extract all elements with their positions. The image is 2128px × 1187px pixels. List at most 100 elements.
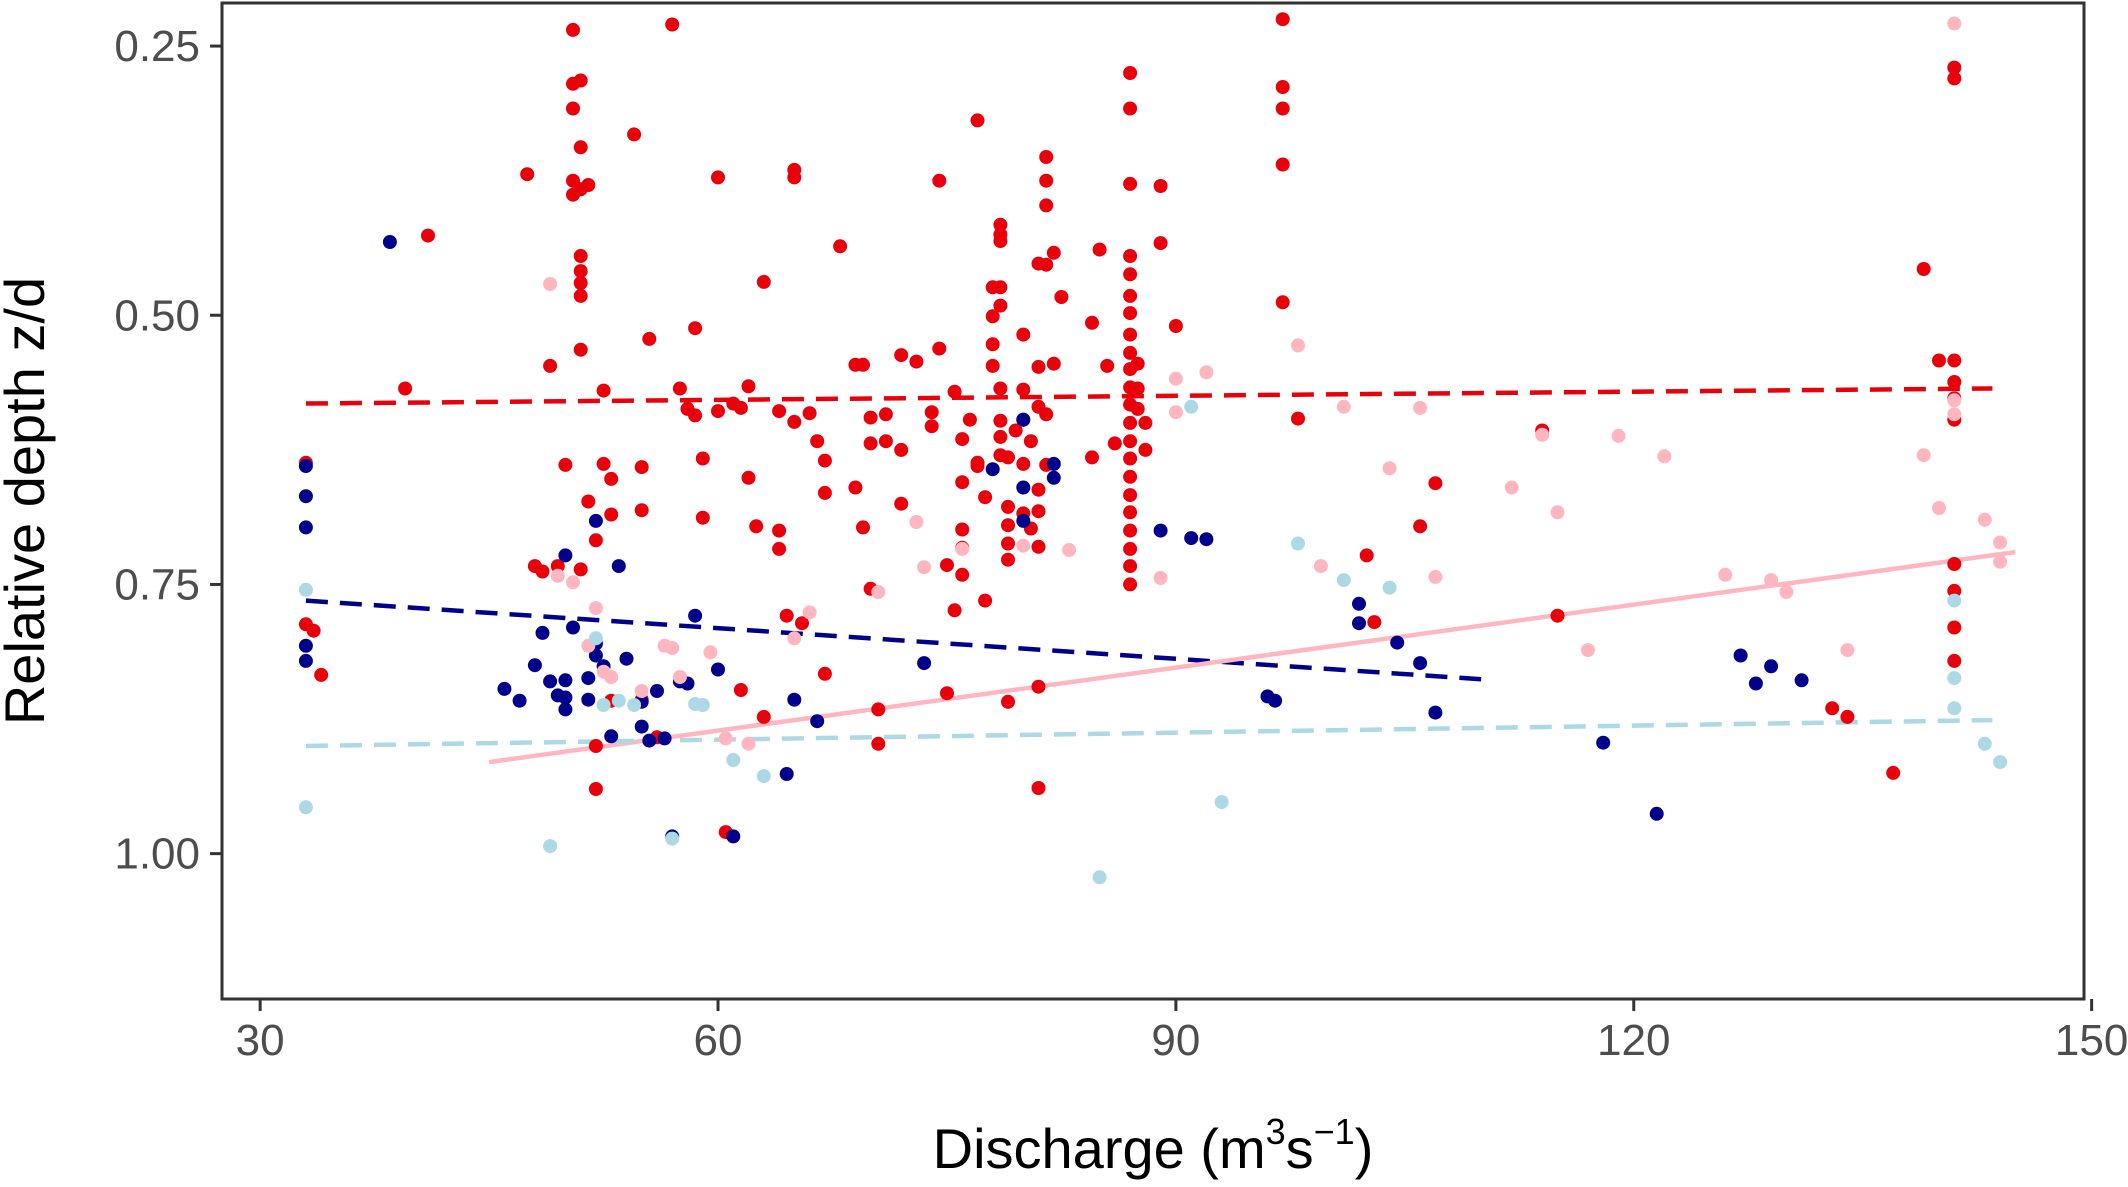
point-s0-117 <box>993 381 1008 396</box>
point-s3-20 <box>1947 701 1962 716</box>
point-s0-206 <box>1947 353 1962 368</box>
point-s1-46 <box>1046 470 1061 485</box>
point-s0-55 <box>741 379 756 394</box>
point-s0-122 <box>1001 499 1015 514</box>
point-s1-45 <box>1046 456 1061 471</box>
point-s1-39 <box>810 714 825 729</box>
point-s0-114 <box>993 234 1008 248</box>
x-tick-label-2: 90 <box>1151 1016 1200 1065</box>
point-s2-36 <box>1611 428 1626 443</box>
point-s0-9 <box>543 358 558 373</box>
x-axis-title-mid: s <box>1286 1117 1314 1180</box>
point-s0-78 <box>863 410 878 425</box>
point-s1-7 <box>512 693 527 708</box>
point-s0-160 <box>1123 249 1138 263</box>
point-s1-10 <box>543 674 558 689</box>
point-s2-47 <box>1977 512 1992 527</box>
point-s1-1 <box>298 489 313 504</box>
point-s0-90 <box>924 419 939 434</box>
point-s0-153 <box>1085 450 1099 465</box>
point-s1-19 <box>588 513 603 528</box>
point-s0-98 <box>955 475 970 490</box>
point-s0-57 <box>749 519 764 534</box>
point-s2-44 <box>1947 16 1962 31</box>
point-s0-204 <box>1947 60 1962 75</box>
point-s1-56 <box>1428 705 1443 720</box>
point-s0-102 <box>962 412 977 427</box>
point-s1-2 <box>298 520 313 535</box>
point-s1-0 <box>298 459 313 473</box>
point-s1-57 <box>1596 735 1611 750</box>
point-s0-45 <box>688 321 703 336</box>
point-s0-121 <box>1001 450 1015 465</box>
point-s1-24 <box>611 559 626 574</box>
point-s1-5 <box>382 235 397 249</box>
point-s1-13 <box>558 673 573 688</box>
point-s3-4 <box>596 698 611 712</box>
point-s2-15 <box>802 605 817 620</box>
point-s0-188 <box>1275 80 1290 94</box>
point-s1-30 <box>657 731 672 746</box>
point-s0-144 <box>1039 173 1054 188</box>
point-s0-155 <box>1100 358 1115 373</box>
plot-panel <box>220 1 2086 1001</box>
point-s0-143 <box>1039 150 1054 164</box>
point-s0-175 <box>1123 523 1138 538</box>
point-s0-176 <box>1123 541 1138 556</box>
point-s1-27 <box>634 719 649 734</box>
point-s0-123 <box>1001 518 1015 533</box>
point-s1-41 <box>985 462 1000 477</box>
point-s0-191 <box>1275 295 1290 310</box>
point-s0-31 <box>596 383 611 398</box>
point-s1-15 <box>558 702 573 717</box>
point-s3-18 <box>1947 593 1962 608</box>
point-s3-19 <box>1947 671 1962 686</box>
point-s2-25 <box>1199 365 1214 380</box>
point-s0-184 <box>1153 179 1168 193</box>
point-s3-22 <box>1993 755 2008 770</box>
point-s0-26 <box>581 178 596 192</box>
point-s2-7 <box>634 684 649 698</box>
point-s0-86 <box>894 442 909 457</box>
point-s0-85 <box>894 348 909 363</box>
point-s0-34 <box>604 507 619 522</box>
point-s0-164 <box>1123 327 1138 342</box>
point-s0-37 <box>634 460 649 475</box>
x-axis-title-sup2: −1 <box>1314 1111 1355 1152</box>
point-s2-32 <box>1504 480 1519 495</box>
point-s2-30 <box>1413 400 1428 415</box>
point-s0-95 <box>947 384 962 399</box>
point-s0-151 <box>1054 290 1069 304</box>
point-s2-41 <box>1840 643 1855 658</box>
point-s1-48 <box>1184 531 1199 546</box>
point-s1-29 <box>650 684 664 698</box>
point-s0-8 <box>535 564 550 579</box>
point-s1-28 <box>642 733 657 748</box>
point-s1-16 <box>566 620 580 635</box>
point-s0-59 <box>756 709 771 724</box>
point-s2-29 <box>1382 461 1397 476</box>
point-s0-24 <box>573 342 588 357</box>
point-s0-75 <box>848 480 863 495</box>
point-s0-58 <box>756 274 771 289</box>
point-s1-36 <box>726 829 741 844</box>
point-s0-72 <box>817 666 832 681</box>
point-s0-94 <box>940 686 954 701</box>
point-s0-77 <box>856 520 870 535</box>
point-s3-12 <box>1092 870 1107 885</box>
point-s0-110 <box>985 337 1000 352</box>
point-s3-3 <box>588 631 603 646</box>
point-s0-3 <box>314 667 329 682</box>
point-s0-47 <box>695 451 710 466</box>
point-s0-16 <box>566 22 580 37</box>
point-s0-139 <box>1031 504 1046 519</box>
point-s0-150 <box>1046 356 1061 371</box>
fit-line-2 <box>488 549 2016 765</box>
point-s0-32 <box>596 456 611 471</box>
point-s0-201 <box>1886 765 1901 780</box>
point-s2-2 <box>566 575 580 590</box>
point-s1-40 <box>917 656 932 671</box>
point-s0-189 <box>1275 101 1290 116</box>
